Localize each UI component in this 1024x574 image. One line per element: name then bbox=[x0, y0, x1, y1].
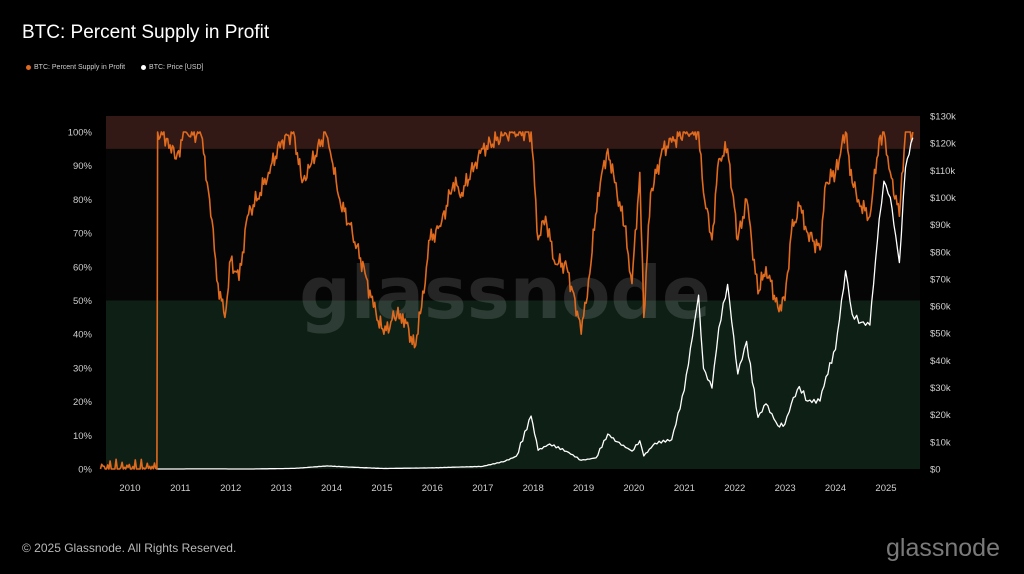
series-line-supply-in-profit bbox=[99, 131, 914, 470]
x-tick-label: 2011 bbox=[170, 483, 190, 494]
x-tick-label: 2025 bbox=[875, 483, 896, 494]
y-left-tick-label: 100% bbox=[68, 128, 93, 139]
series-line-btc-price bbox=[157, 137, 914, 470]
x-tick-label: 2018 bbox=[523, 483, 544, 494]
brand-logo: glassnode bbox=[886, 534, 1000, 562]
y-right-tick-label: $40k bbox=[930, 356, 951, 367]
legend-label-supply: BTC: Percent Supply in Profit bbox=[34, 64, 126, 71]
y-right-tick-label: $110k bbox=[930, 166, 955, 177]
x-tick-label: 2012 bbox=[220, 483, 241, 494]
y-right-tick-label: $60k bbox=[930, 302, 951, 313]
y-right-tick-label: $30k bbox=[930, 383, 951, 394]
y-left-tick-label: 70% bbox=[73, 229, 93, 240]
x-tick-label: 2023 bbox=[775, 483, 796, 494]
x-tick-label: 2010 bbox=[119, 483, 140, 494]
x-tick-label: 2013 bbox=[271, 483, 292, 494]
y-right-tick-label: $10k bbox=[930, 437, 951, 448]
legend-swatch-price bbox=[141, 65, 147, 70]
band-1 bbox=[106, 300, 920, 469]
y-right-tick-label: $70k bbox=[930, 274, 951, 285]
y-left-tick-label: 20% bbox=[73, 397, 93, 408]
x-tick-label: 2014 bbox=[321, 483, 342, 494]
y-left-tick-label: 90% bbox=[73, 161, 93, 172]
y-right-tick-label: $20k bbox=[930, 410, 951, 421]
x-tick-label: 2020 bbox=[623, 483, 644, 494]
y-right-tick-label: $100k bbox=[930, 193, 956, 204]
x-tick-label: 2022 bbox=[724, 483, 745, 494]
copyright-notice: © 2025 Glassnode. All Rights Reserved. bbox=[22, 541, 237, 555]
x-tick-label: 2016 bbox=[422, 483, 443, 494]
y-left-tick-label: 40% bbox=[73, 330, 93, 341]
y-right-tick-label: $80k bbox=[930, 247, 951, 258]
legend-swatch-supply bbox=[26, 65, 31, 70]
y-right-tick-label: $50k bbox=[930, 329, 951, 340]
legend-item-price[interactable]: BTC: Price [USD] bbox=[141, 64, 204, 71]
y-right-tick-label: $0 bbox=[930, 465, 941, 476]
x-tick-label: 2015 bbox=[371, 483, 392, 494]
legend-item-supply[interactable]: BTC: Percent Supply in Profit bbox=[26, 64, 125, 71]
legend-label-price: BTC: Price [USD] bbox=[149, 64, 204, 71]
y-left-tick-label: 10% bbox=[73, 431, 93, 442]
y-right-tick-label: $130k bbox=[930, 112, 956, 123]
y-left-tick-label: 60% bbox=[73, 262, 93, 273]
y-left-tick-label: 50% bbox=[73, 296, 93, 307]
y-left-tick-label: 30% bbox=[73, 363, 93, 374]
y-right-tick-label: $90k bbox=[930, 220, 951, 231]
x-tick-label: 2017 bbox=[472, 483, 493, 494]
x-tick-label: 2021 bbox=[674, 483, 695, 494]
x-tick-label: 2024 bbox=[825, 483, 846, 494]
y-left-tick-label: 0% bbox=[78, 465, 92, 476]
x-tick-label: 2019 bbox=[573, 483, 594, 494]
chart-legend: BTC: Percent Supply in Profit BTC: Price… bbox=[26, 64, 204, 71]
y-left-tick-label: 80% bbox=[73, 195, 93, 206]
chart-title: BTC: Percent Supply in Profit bbox=[22, 22, 270, 43]
y-right-tick-label: $120k bbox=[930, 139, 956, 150]
